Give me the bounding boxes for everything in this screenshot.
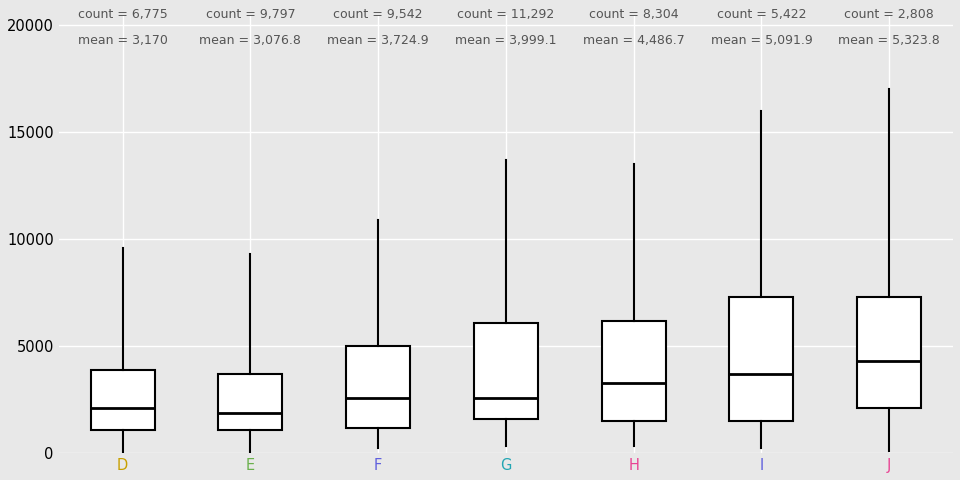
Text: count = 8,304: count = 8,304 [588, 8, 679, 21]
Text: count = 6,775: count = 6,775 [78, 8, 167, 21]
PathPatch shape [218, 374, 282, 430]
PathPatch shape [90, 370, 155, 430]
Text: count = 9,542: count = 9,542 [333, 8, 422, 21]
Text: count = 2,808: count = 2,808 [844, 8, 934, 21]
PathPatch shape [602, 321, 665, 421]
Text: mean = 4,486.7: mean = 4,486.7 [583, 34, 684, 47]
Text: mean = 3,076.8: mean = 3,076.8 [200, 34, 301, 47]
Text: mean = 5,323.8: mean = 5,323.8 [838, 34, 940, 47]
PathPatch shape [474, 323, 538, 419]
PathPatch shape [857, 297, 921, 408]
Text: mean = 3,724.9: mean = 3,724.9 [327, 34, 429, 47]
Text: count = 5,422: count = 5,422 [717, 8, 806, 21]
Text: count = 9,797: count = 9,797 [205, 8, 295, 21]
PathPatch shape [347, 346, 410, 428]
Text: mean = 5,091.9: mean = 5,091.9 [710, 34, 812, 47]
Text: mean = 3,999.1: mean = 3,999.1 [455, 34, 557, 47]
Text: mean = 3,170: mean = 3,170 [78, 34, 167, 47]
Text: count = 11,292: count = 11,292 [457, 8, 555, 21]
PathPatch shape [730, 297, 793, 421]
